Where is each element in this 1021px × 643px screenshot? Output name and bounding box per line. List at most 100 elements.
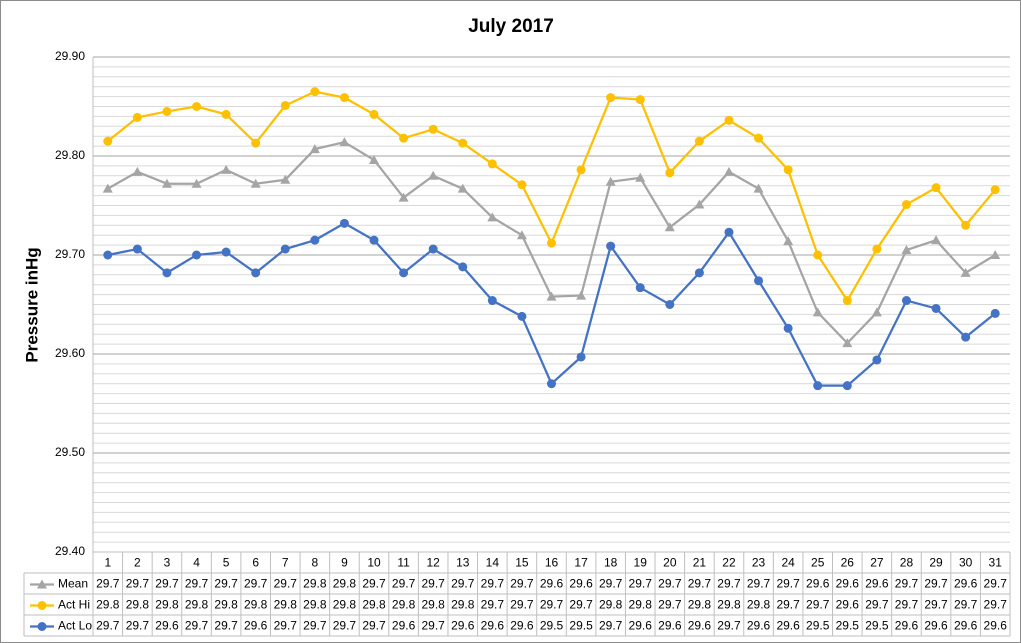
point-marker: [931, 183, 941, 193]
point-marker: [250, 178, 261, 188]
data-table-cell: 29.7: [274, 619, 298, 633]
point-marker: [547, 238, 556, 248]
data-table-cell: 29.7: [303, 619, 327, 633]
data-table-cell: 29.6: [806, 577, 830, 591]
x-tick-label: 12: [426, 556, 440, 570]
point-marker: [901, 245, 912, 255]
point-marker: [458, 138, 468, 148]
data-table-cell: 29.7: [510, 577, 534, 591]
data-table-cell: 29.6: [865, 577, 889, 591]
point-marker: [162, 268, 172, 278]
data-table-cell: 29.7: [924, 577, 948, 591]
point-marker: [398, 192, 409, 202]
data-table-cell: 29.8: [244, 598, 268, 612]
data-table-cell: 29.8: [421, 598, 445, 612]
data-table-cell: 29.8: [599, 598, 623, 612]
data-table-cell: 29.5: [540, 619, 564, 633]
point-marker: [783, 236, 794, 246]
data-table-cell: 29.7: [747, 577, 771, 591]
data-table-cell: 29.6: [895, 619, 919, 633]
y-axis-title: Pressure inHg: [22, 247, 41, 362]
point-marker: [694, 199, 705, 209]
point-marker: [103, 250, 113, 260]
data-table-cell: 29.7: [599, 577, 623, 591]
data-table-cell: 29.6: [984, 619, 1008, 633]
data-table-cell: 29.8: [629, 598, 653, 612]
x-tick-label: 4: [193, 556, 200, 570]
point-marker: [310, 235, 320, 245]
point-marker: [931, 303, 941, 313]
data-table-cell: 29.7: [629, 577, 653, 591]
point-marker: [812, 307, 823, 317]
data-table-cell: 29.8: [126, 598, 150, 612]
point-marker: [872, 244, 882, 254]
data-table-cell: 29.7: [185, 577, 209, 591]
point-marker: [487, 296, 497, 306]
point-marker: [813, 250, 823, 260]
y-tick-label: 29.80: [55, 148, 85, 162]
point-marker: [369, 109, 379, 119]
data-table-cell: 29.7: [984, 577, 1008, 591]
legend-label: Mean: [58, 577, 88, 591]
x-tick-label: 22: [722, 556, 736, 570]
point-marker: [842, 296, 852, 306]
data-table-cell: 29.7: [421, 577, 445, 591]
point-marker: [280, 244, 290, 254]
point-marker: [783, 323, 793, 333]
x-tick-label: 14: [486, 556, 500, 570]
point-marker: [546, 291, 557, 301]
point-marker: [723, 166, 734, 176]
point-marker: [428, 124, 438, 134]
x-tick-label: 17: [574, 556, 588, 570]
point-marker: [280, 101, 290, 111]
data-table-cell: 29.7: [126, 577, 150, 591]
data-table-cell: 29.7: [274, 577, 298, 591]
point-marker: [605, 176, 616, 186]
y-tick-label: 29.90: [55, 49, 85, 63]
data-table-cell: 29.7: [185, 619, 209, 633]
data-table-cell: 29.7: [214, 619, 238, 633]
data-table-cell: 29.7: [510, 598, 534, 612]
y-tick-label: 29.40: [55, 544, 85, 558]
point-marker: [102, 183, 113, 193]
point-marker: [576, 290, 587, 300]
point-marker: [309, 144, 320, 154]
x-tick-label: 30: [959, 556, 973, 570]
point-marker: [339, 137, 350, 147]
data-table-cell: 29.7: [717, 577, 741, 591]
data-table-cell: 29.8: [333, 577, 357, 591]
data-table-cell: 29.7: [895, 577, 919, 591]
point-marker: [576, 165, 586, 175]
point-marker: [724, 227, 734, 237]
data-table-cell: 29.5: [836, 619, 860, 633]
data-table-cell: 29.7: [954, 598, 978, 612]
point-marker: [694, 136, 704, 146]
point-marker: [457, 183, 468, 193]
point-marker: [369, 154, 380, 164]
point-marker: [606, 241, 616, 251]
point-marker: [842, 338, 853, 348]
point-marker: [162, 106, 172, 116]
point-marker: [161, 178, 172, 188]
point-marker: [753, 183, 764, 193]
x-tick-label: 6: [252, 556, 259, 570]
data-table-cell: 29.8: [155, 598, 179, 612]
point-marker: [635, 95, 645, 105]
x-tick-label: 20: [663, 556, 677, 570]
point-marker: [251, 268, 261, 278]
data-table-cell: 29.8: [333, 598, 357, 612]
data-table-cell: 29.7: [392, 577, 416, 591]
data-table-cell: 29.7: [421, 619, 445, 633]
x-tick-label: 24: [781, 556, 795, 570]
legend-marker: [37, 579, 47, 589]
point-marker: [665, 300, 675, 309]
data-table-cell: 29.6: [776, 619, 800, 633]
point-marker: [872, 355, 882, 365]
data-table-cell: 29.6: [569, 577, 593, 591]
data-table-cell: 29.5: [569, 619, 593, 633]
point-marker: [221, 109, 231, 119]
data-table-cell: 29.8: [451, 598, 475, 612]
point-marker: [961, 220, 971, 230]
point-marker: [990, 308, 1000, 318]
